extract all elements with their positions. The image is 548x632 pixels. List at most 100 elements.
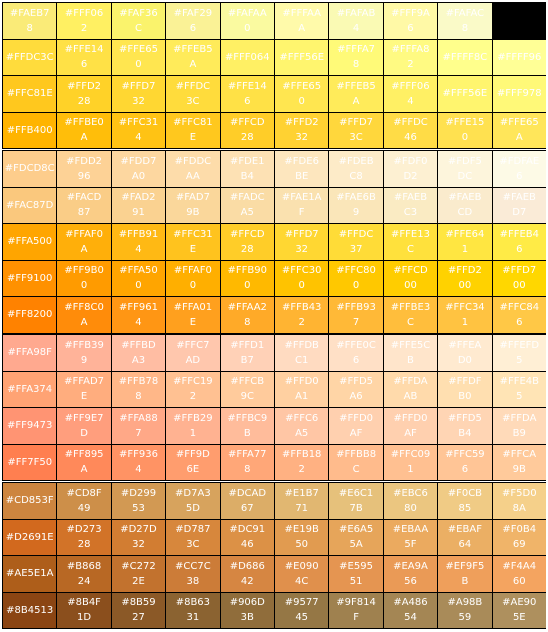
swatch-hex-label: #FFD228 [67, 80, 102, 107]
color-swatch: #FAFAC8 [438, 3, 492, 39]
color-swatch: #FFE65A [492, 112, 546, 148]
swatch-hex-label: #FFA374 [7, 383, 53, 395]
color-swatch: #FFA374 [3, 371, 57, 407]
color-swatch: #FFEFD5 [492, 335, 546, 371]
color-swatch: #957745 [275, 592, 329, 628]
swatch-hex-label: #FFC31E [173, 228, 213, 255]
swatch-hex-label: #FFB399 [64, 339, 104, 366]
color-swatch: #9F814F [329, 592, 383, 628]
color-swatch: #FFA01E [166, 297, 220, 333]
swatch-hex-label: #FFC81E [173, 117, 213, 144]
swatch-hex-label: #FFB914 [118, 228, 159, 255]
swatch-hex-label: #FFE0C6 [336, 339, 376, 366]
swatch-hex-label: #AE905E [502, 597, 537, 624]
color-swatch: #FFB432 [275, 297, 329, 333]
color-swatch: #FFFF8C [438, 39, 492, 75]
swatch-group: #FFA98F #FFB399 #FFBDA3 #FFC7AD #FFD1B7 #FFDB… [2, 334, 546, 481]
swatch-hex-label: #FFC300 [281, 265, 322, 292]
swatch-hex-label: #FF9B00 [64, 265, 104, 292]
swatch-hex-label: #FFCD28 [229, 228, 265, 255]
color-swatch: #FDFAE6 [492, 151, 546, 187]
color-swatch: #FFEAD0 [438, 335, 492, 371]
swatch-hex-label: #CD8F49 [66, 487, 102, 514]
swatch-hex-label: #FDDCAA [174, 155, 212, 182]
swatch-hex-label: #FFA778 [228, 449, 267, 476]
swatch-group: #FAEB78 #FFF062 #FAF36C #FAF296 #FAFAA0 #FFFA… [2, 2, 546, 149]
swatch-hex-label: #FFFF96 [497, 51, 542, 63]
color-swatch: #FFE146 [220, 76, 274, 112]
color-swatch: #FDE1B4 [220, 151, 274, 187]
color-swatch: #8B4F1D [57, 592, 111, 628]
color-swatch: #FFD0A1 [275, 371, 329, 407]
color-swatch: #FF7F50 [3, 444, 57, 480]
color-swatch: #FFD732 [111, 76, 166, 112]
swatch-hex-label: #EF9F5B [445, 560, 485, 587]
swatch-hex-label: #FFCD28 [229, 117, 265, 144]
color-swatch: #FFC846 [492, 297, 546, 333]
swatch-hex-label: #FAF296 [173, 7, 213, 34]
color-swatch: #FAFAA0 [220, 3, 274, 39]
color-swatch: #FAD79B [166, 187, 220, 223]
swatch-hex-label: #D27D32 [120, 524, 157, 551]
color-swatch: #FFF064 [383, 76, 438, 112]
swatch-hex-label: #E6A55A [338, 524, 374, 551]
color-swatch: #FFC800 [329, 260, 383, 296]
swatch-hex-label: #E6C17B [338, 487, 374, 514]
swatch-hex-label: #F5D08A [502, 487, 537, 514]
swatch-hex-label: #FAD79B [175, 192, 210, 219]
color-swatch: #FFDAAB [383, 371, 438, 407]
swatch-hex-label: #FFE150 [445, 117, 485, 144]
color-swatch: #FFD700 [492, 260, 546, 296]
color-swatch: #FFCD28 [220, 112, 274, 148]
color-swatch: #FDCD8C [3, 151, 57, 187]
swatch-hex-label: #CC7C38 [175, 560, 211, 587]
color-swatch: #FFAA28 [220, 297, 274, 333]
color-swatch: #FF9B00 [57, 260, 111, 296]
swatch-hex-label: #EBAA5F [392, 524, 429, 551]
color-swatch: #FFE650 [275, 76, 329, 112]
color-swatch: #FFBE3C [383, 297, 438, 333]
color-swatch: #FFC596 [438, 444, 492, 480]
swatch-hex-label: #FACD87 [66, 192, 102, 219]
swatch-hex-label: #FFD700 [502, 265, 537, 292]
color-swatch: #FFE13C [383, 224, 438, 260]
swatch-hex-label: #A48654 [393, 597, 428, 624]
color-swatch: #FFA98F [3, 335, 57, 371]
color-swatch: #EBAF64 [438, 519, 492, 555]
swatch-hex-label: #FFD0AF [393, 412, 428, 439]
color-swatch: #FF895A [57, 444, 111, 480]
color-swatch: #DCAD67 [220, 483, 274, 519]
swatch-hex-label: #AE5E1A [5, 568, 54, 580]
swatch-hex-label: #FFDC37 [338, 228, 374, 255]
color-swatch: #D68642 [220, 556, 274, 592]
color-swatch: #FFDC3C [3, 39, 57, 75]
color-swatch: #FF9100 [3, 260, 57, 296]
color-swatch: #AE5E1A [3, 556, 57, 592]
color-swatch: #D27328 [57, 519, 111, 555]
swatch-hex-label: #D2691E [5, 531, 54, 543]
color-swatch: #FFB399 [57, 335, 111, 371]
color-swatch: #FFCB9C [220, 371, 274, 407]
color-swatch: #FFAF0A [57, 224, 111, 260]
color-swatch: #FFCD28 [220, 224, 274, 260]
swatch-hex-label: #FDE1B4 [230, 155, 265, 182]
color-swatch: #EA9A56 [383, 556, 438, 592]
swatch-hex-label: #D7873C [175, 524, 211, 551]
swatch-hex-label: #FFDC3C [5, 51, 54, 63]
color-swatch: #FFC7AD [166, 335, 220, 371]
color-swatch: #FFC300 [275, 260, 329, 296]
color-swatch: #FFBC9B [220, 408, 274, 444]
color-swatch: #FFB788 [111, 371, 166, 407]
color-swatch: #FFAD7E [57, 371, 111, 407]
swatch-hex-label: #FFD0A1 [284, 376, 319, 403]
swatch-hex-label: #DCAD67 [228, 487, 267, 514]
swatch-hex-label: #FFD73C [339, 117, 374, 144]
color-swatch: #FFD73C [329, 112, 383, 148]
color-swatch: #FFD232 [275, 112, 329, 148]
color-swatch: #D7873C [166, 519, 220, 555]
color-swatch: #FFDAB9 [492, 408, 546, 444]
swatch-hex-label: #FF8C0A [64, 301, 104, 328]
color-swatch: #FFFA78 [329, 39, 383, 75]
color-swatch: #FFF062 [57, 3, 111, 39]
